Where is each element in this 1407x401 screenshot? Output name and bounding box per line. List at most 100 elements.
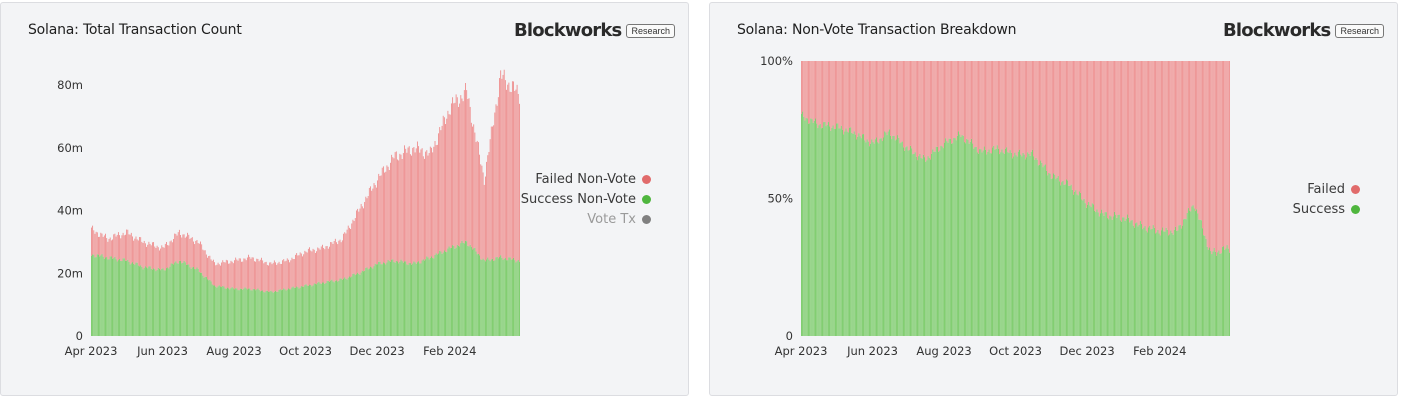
bar-success: [803, 116, 805, 336]
bar-success: [1001, 149, 1003, 336]
bar-success: [1148, 227, 1149, 336]
bar-failed: [1012, 61, 1013, 159]
bar-success: [885, 132, 887, 336]
legend-item-failed-non-vote[interactable]: Failed Non-Vote: [501, 169, 651, 189]
bar-failed: [1194, 61, 1196, 212]
bar-success: [1114, 211, 1115, 336]
bar-success: [493, 260, 495, 336]
bar-failed: [466, 90, 468, 242]
bar-failed: [900, 61, 902, 143]
bar-success: [239, 288, 241, 336]
bar-failed: [121, 235, 123, 262]
bar-success: [232, 288, 234, 336]
bar-success: [331, 279, 333, 336]
bar-failed: [816, 61, 818, 124]
bar-success: [827, 122, 829, 336]
bar-success: [173, 264, 174, 336]
bar-success: [1080, 192, 1081, 336]
bar-failed: [251, 257, 253, 291]
bar-success: [284, 289, 286, 336]
bar-failed: [1089, 61, 1091, 206]
bar-failed: [927, 61, 929, 157]
bar-success: [133, 263, 135, 336]
bar-failed: [377, 180, 378, 265]
bar-failed: [358, 211, 360, 274]
bar-failed: [155, 247, 157, 272]
bar-failed: [993, 61, 995, 146]
bar-failed: [406, 152, 408, 265]
bar-failed: [924, 61, 925, 158]
bar-success: [830, 130, 832, 336]
bar-failed: [346, 229, 348, 280]
bar-failed: [433, 146, 435, 259]
bar-failed: [813, 61, 815, 121]
bar-success: [1207, 249, 1209, 336]
bar-failed: [1074, 61, 1076, 192]
bar-success: [859, 136, 861, 336]
bar-success: [115, 259, 117, 336]
bar-failed: [330, 242, 332, 281]
bar-success: [421, 260, 423, 336]
bar-success: [221, 287, 223, 336]
bar-failed: [476, 140, 478, 255]
bar-success: [1184, 218, 1186, 336]
bar-success: [994, 149, 996, 336]
bar-success: [275, 290, 276, 336]
non-vote-breakdown-panel: Solana: Non-Vote Transaction Breakdown B…: [709, 2, 1398, 396]
bar-failed: [1155, 61, 1156, 234]
bar-success: [429, 257, 431, 336]
bar-success: [255, 290, 257, 336]
bar-failed: [853, 61, 855, 132]
bar-success: [861, 134, 863, 336]
bar-success: [458, 245, 459, 336]
bar-failed: [961, 61, 963, 136]
bar-failed: [969, 61, 971, 142]
bar-failed: [105, 233, 106, 258]
bar-failed: [972, 61, 974, 144]
bar-success: [157, 267, 159, 336]
bar-failed: [898, 61, 900, 138]
bar-success: [450, 247, 452, 336]
bar-failed: [388, 169, 390, 262]
bar-success: [1046, 170, 1047, 336]
bar-success: [982, 150, 984, 336]
bar-success: [989, 153, 991, 336]
bar-success: [1007, 152, 1009, 336]
bar-success: [300, 286, 302, 336]
bar-success: [207, 279, 208, 336]
bar-failed: [365, 196, 367, 268]
bar-failed: [956, 61, 958, 136]
bar-failed: [203, 250, 205, 278]
bar-failed: [91, 227, 92, 256]
bar-failed: [234, 260, 235, 290]
bar-success: [1084, 203, 1086, 336]
bar-success: [280, 290, 282, 336]
bar-success: [1125, 218, 1127, 336]
bar-success: [266, 290, 268, 336]
bar-success: [229, 289, 231, 336]
bar-success: [110, 256, 112, 336]
bar-success: [265, 290, 267, 336]
bar-success: [1036, 159, 1038, 336]
legend-item-failed[interactable]: Failed: [1210, 179, 1360, 199]
bar-failed: [122, 232, 124, 259]
bar-success: [106, 257, 108, 336]
bar-success: [1198, 219, 1200, 336]
bar-success: [325, 283, 327, 336]
legend-item-success[interactable]: Success: [1210, 199, 1360, 219]
bar-failed: [354, 218, 356, 276]
bar-success: [1219, 253, 1221, 336]
bar-failed: [1097, 61, 1099, 213]
legend-item-vote-tx[interactable]: Vote Tx: [501, 209, 651, 229]
bar-success: [805, 118, 807, 336]
bar-success: [123, 258, 125, 336]
bar-failed: [1088, 61, 1090, 202]
bar-failed: [167, 245, 169, 268]
bar-failed: [860, 61, 862, 139]
bar-failed: [183, 234, 185, 261]
bar-failed: [911, 61, 913, 149]
bar-failed: [1062, 61, 1064, 181]
bar-failed: [264, 262, 266, 293]
legend-item-success-non-vote[interactable]: Success Non-Vote: [501, 189, 651, 209]
bar-success: [424, 260, 425, 336]
